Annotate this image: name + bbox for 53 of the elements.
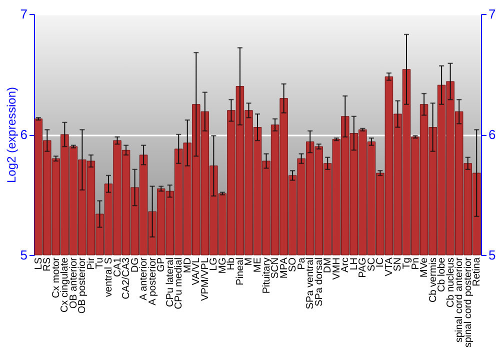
x-tick-label: Cb nucleus: [445, 258, 456, 308]
x-tick-label: Tu: [94, 258, 106, 269]
x-tick-label: RS: [42, 257, 54, 272]
x-tick-label: VPM/VPL: [200, 257, 211, 301]
x-tick-label: SC: [366, 258, 378, 272]
y-tick-label: 5: [20, 248, 28, 262]
x-tick-label: DG: [130, 257, 141, 272]
x-tick-label: SO: [288, 257, 299, 272]
x-tick-label: Cb lobe: [436, 257, 448, 292]
x-tick-label: SCN: [270, 258, 282, 279]
x-tick-label: Retina: [472, 257, 483, 286]
x-tick-label: MPA: [278, 257, 290, 278]
x-tick-label: Pir: [86, 256, 97, 270]
x-tick-label: MVe: [419, 257, 430, 278]
x-tick-label: DM: [322, 258, 334, 274]
x-tick-label: Arc: [340, 258, 352, 272]
x-tick-label: ventral S: [104, 257, 114, 297]
x-tick-label: spinal cord anterior: [454, 256, 466, 343]
x-tick-label: A anterior: [138, 256, 150, 300]
y2-tick-label: 5: [488, 248, 496, 262]
x-tick-label: MG: [217, 257, 228, 274]
x-tick-label: Cx motor: [50, 256, 62, 298]
x-tick-label: Cx cingulate: [60, 257, 71, 313]
x-tick-label: A posterior: [147, 256, 158, 306]
x-tick-label: SN: [392, 258, 404, 272]
y2-tick-label: 6: [488, 127, 496, 142]
x-tick-label: SPa dorsal: [314, 258, 325, 306]
x-tick-label: OB anterior: [68, 256, 80, 309]
x-tick-label: Pn: [410, 258, 422, 270]
x-tick-label: ME: [252, 257, 264, 272]
x-tick-label: LH: [348, 258, 360, 270]
y-tick-label: 7: [20, 6, 28, 22]
x-tick-label: spinal cord posterior: [462, 256, 474, 348]
x-tick-label: Pineal: [234, 258, 246, 286]
x-tick-label: CA1: [112, 257, 124, 277]
x-tick-label: Pa: [296, 257, 308, 270]
y-axis-title: Log2 (expression): [4, 86, 18, 184]
x-tick-label: M: [244, 258, 255, 266]
x-tick-label: Pituitary: [261, 258, 272, 294]
x-tick-label: Hb: [226, 257, 238, 270]
x-tick-label: LG: [208, 257, 220, 271]
x-tick-label: VTA: [384, 257, 395, 276]
x-tick-label: LS: [33, 257, 44, 270]
x-tick-label: PAG: [358, 257, 369, 278]
y2-tick-label: 7: [488, 6, 496, 22]
x-tick-label: CA2/CA3: [121, 257, 132, 300]
x-tick-label: GP: [156, 257, 168, 272]
x-tick-label: Tg: [402, 258, 412, 270]
y-tick-label: 6: [20, 127, 28, 142]
x-tick-label: VMH: [331, 258, 342, 280]
x-tick-label: CPu medial: [174, 258, 185, 310]
x-tick-label: IC: [375, 258, 386, 268]
x-tick-label: OB posterior: [77, 256, 88, 314]
